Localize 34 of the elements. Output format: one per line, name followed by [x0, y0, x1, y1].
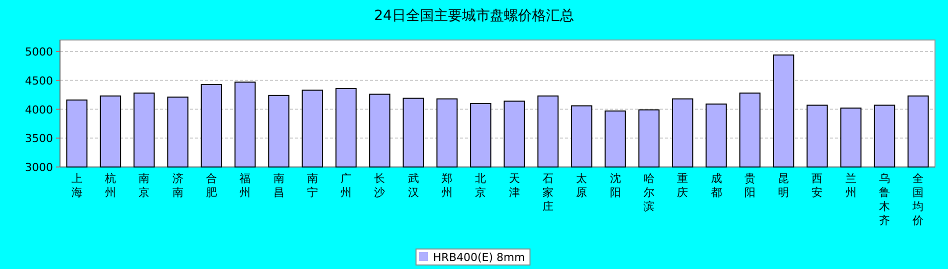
x-tick-label: 北京 — [475, 172, 486, 199]
x-tick-label: 太原 — [576, 172, 588, 199]
x-tick-label: 哈尔滨 — [643, 172, 654, 213]
x-tick-label: 广州 — [340, 172, 352, 199]
legend-label: HRB400(E) 8mm — [433, 251, 525, 264]
x-tick-label: 重庆 — [677, 172, 688, 199]
x-tick-label: 上海 — [71, 172, 82, 199]
x-tick-label: 南宁 — [306, 172, 318, 199]
x-tick-label: 西安 — [812, 172, 823, 199]
x-tick-label: 福州 — [240, 172, 251, 199]
x-tick-label: 天津 — [508, 172, 520, 199]
y-tick-label: 3000 — [25, 161, 53, 174]
x-tick-label: 全国均价 — [912, 172, 924, 227]
x-tick-label: 贵阳 — [744, 172, 756, 199]
x-tick-label: 长沙 — [374, 172, 386, 199]
x-tick-label: 合肥 — [206, 172, 217, 199]
y-tick-label: 3500 — [25, 132, 53, 146]
x-tick-label: 石家庄 — [542, 172, 554, 213]
x-tick-label: 武汉 — [408, 172, 419, 199]
x-tick-label: 郑州 — [442, 172, 453, 199]
y-tick-label: 4500 — [25, 74, 53, 88]
x-tick-label: 济南 — [172, 172, 184, 199]
x-tick-label: 南昌 — [273, 172, 284, 199]
legend: HRB400(E) 8mm — [416, 248, 530, 266]
x-tick-label: 乌鲁木齐 — [879, 172, 890, 227]
x-tick-label: 兰州 — [845, 172, 856, 199]
x-tick-label: 沈阳 — [610, 172, 621, 199]
y-tick-label: 5000 — [25, 46, 53, 59]
x-tick-label: 昆明 — [778, 172, 790, 199]
y-tick-label: 4000 — [25, 103, 53, 116]
x-tick-label: 南京 — [138, 172, 150, 199]
chart-title: 24日全国主要城市盘螺价格汇总 — [374, 8, 574, 24]
x-tick-label: 杭州 — [104, 172, 116, 199]
x-tick-label: 成都 — [710, 172, 722, 199]
